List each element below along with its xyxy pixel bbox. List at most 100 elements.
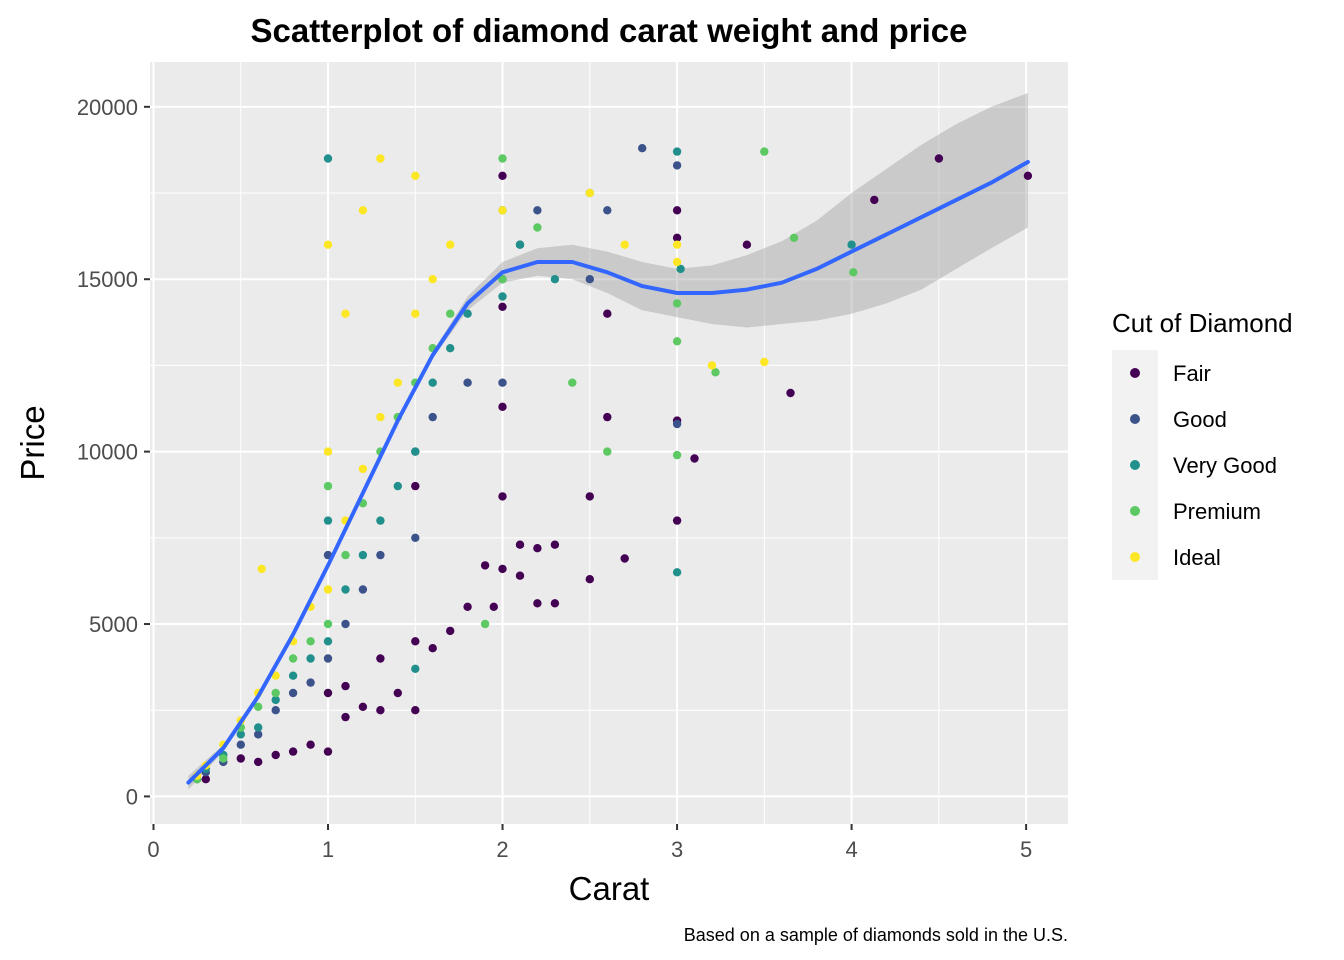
data-point-premium: [498, 275, 507, 284]
data-point-fair: [870, 195, 879, 205]
data-points: [192, 144, 1033, 784]
data-point-good: [463, 378, 472, 387]
data-point-premium: [446, 309, 455, 318]
data-point-ideal: [257, 564, 266, 574]
smooth-line: [186, 160, 1030, 785]
data-point-ideal: [411, 171, 420, 180]
data-point-fair: [306, 740, 315, 749]
data-point-fair: [533, 599, 542, 608]
data-point-fair: [254, 757, 263, 767]
data-point-ideal: [271, 671, 280, 680]
x-tick-label: 2: [496, 837, 508, 862]
data-point-fair: [585, 492, 594, 501]
data-point-fair: [672, 516, 682, 525]
data-point-very-good: [358, 550, 368, 560]
data-point-premium: [219, 754, 228, 763]
data-point-ideal: [393, 378, 402, 387]
data-point-good: [603, 206, 612, 215]
data-point-very-good: [515, 240, 525, 249]
data-point-fair: [411, 706, 420, 715]
data-point-fair: [446, 626, 455, 636]
data-point-very-good: [676, 264, 685, 274]
data-point-premium: [271, 688, 280, 698]
data-point-good: [672, 419, 682, 429]
data-point-fair: [201, 775, 210, 784]
data-point-good: [341, 619, 350, 629]
data-point-good: [254, 730, 263, 739]
data-point-ideal: [376, 154, 385, 163]
data-point-good: [271, 706, 280, 715]
data-point-ideal: [672, 257, 682, 267]
data-point-ideal: [323, 585, 333, 594]
legend-key-ideal: [1130, 552, 1140, 562]
legend-key-fair: [1130, 368, 1140, 378]
data-point-ideal: [411, 309, 420, 318]
data-point-very-good: [376, 516, 385, 525]
data-point-good: [638, 144, 647, 153]
data-point-very-good: [254, 723, 263, 732]
data-point-premium: [288, 654, 298, 663]
data-point-very-good: [236, 730, 245, 739]
data-point-ideal: [707, 361, 717, 370]
data-point-fair: [533, 544, 542, 553]
data-point-ideal: [585, 188, 594, 198]
data-point-good: [411, 533, 420, 542]
data-point-fair: [672, 206, 682, 215]
legend-label-good: Good: [1173, 407, 1227, 432]
data-point-fair: [498, 171, 507, 180]
data-point-fair: [1023, 171, 1033, 180]
data-point-very-good: [847, 240, 856, 249]
data-point-fair: [498, 492, 507, 501]
data-point-fair: [411, 481, 420, 491]
legend-key-very-good: [1130, 460, 1140, 470]
data-point-premium: [760, 147, 769, 156]
data-point-good: [323, 654, 333, 663]
data-point-ideal: [341, 309, 350, 318]
legend-key-premium: [1130, 506, 1140, 516]
data-point-premium: [306, 637, 315, 646]
data-point-fair: [271, 750, 280, 760]
data-point-very-good: [323, 637, 333, 646]
data-point-ideal: [760, 357, 769, 367]
data-point-very-good: [672, 568, 682, 577]
data-point-ideal: [446, 240, 455, 249]
data-point-very-good: [306, 654, 315, 663]
data-point-fair: [690, 454, 699, 463]
data-point-premium: [711, 368, 720, 377]
data-point-fair: [393, 688, 402, 698]
data-point-fair: [463, 602, 472, 611]
data-point-premium: [849, 268, 858, 277]
data-point-premium: [480, 619, 490, 629]
data-point-fair: [585, 575, 594, 584]
data-point-fair: [498, 564, 507, 574]
data-point-fair: [603, 412, 612, 422]
data-point-fair: [341, 681, 350, 691]
data-point-good: [672, 161, 682, 170]
y-tick-label: 10000: [77, 440, 138, 465]
data-point-fair: [550, 540, 560, 549]
data-point-very-good: [411, 447, 420, 456]
data-point-fair: [428, 644, 437, 653]
data-point-premium: [603, 447, 612, 456]
data-point-very-good: [550, 275, 560, 284]
data-point-fair: [236, 754, 245, 763]
data-point-good: [533, 206, 542, 215]
data-point-fair: [620, 554, 629, 563]
data-point-ideal: [428, 275, 437, 284]
data-point-fair: [376, 654, 385, 663]
chart-caption: Based on a sample of diamonds sold in th…: [684, 925, 1068, 945]
x-tick-label: 0: [147, 837, 159, 862]
x-tick-label: 1: [322, 837, 334, 862]
data-point-fair: [498, 402, 507, 411]
data-point-premium: [672, 450, 682, 460]
data-point-very-good: [393, 481, 402, 491]
data-point-premium: [498, 154, 507, 163]
data-point-very-good: [323, 516, 333, 525]
legend-label-premium: Premium: [1173, 499, 1261, 524]
data-point-ideal: [620, 240, 629, 249]
data-point-good: [306, 678, 315, 687]
data-point-fair: [341, 712, 350, 722]
x-tick-label: 3: [671, 837, 683, 862]
data-point-very-good: [271, 695, 280, 705]
legend-entries: Fair Good Very Good Premium Ideal: [1130, 361, 1277, 570]
